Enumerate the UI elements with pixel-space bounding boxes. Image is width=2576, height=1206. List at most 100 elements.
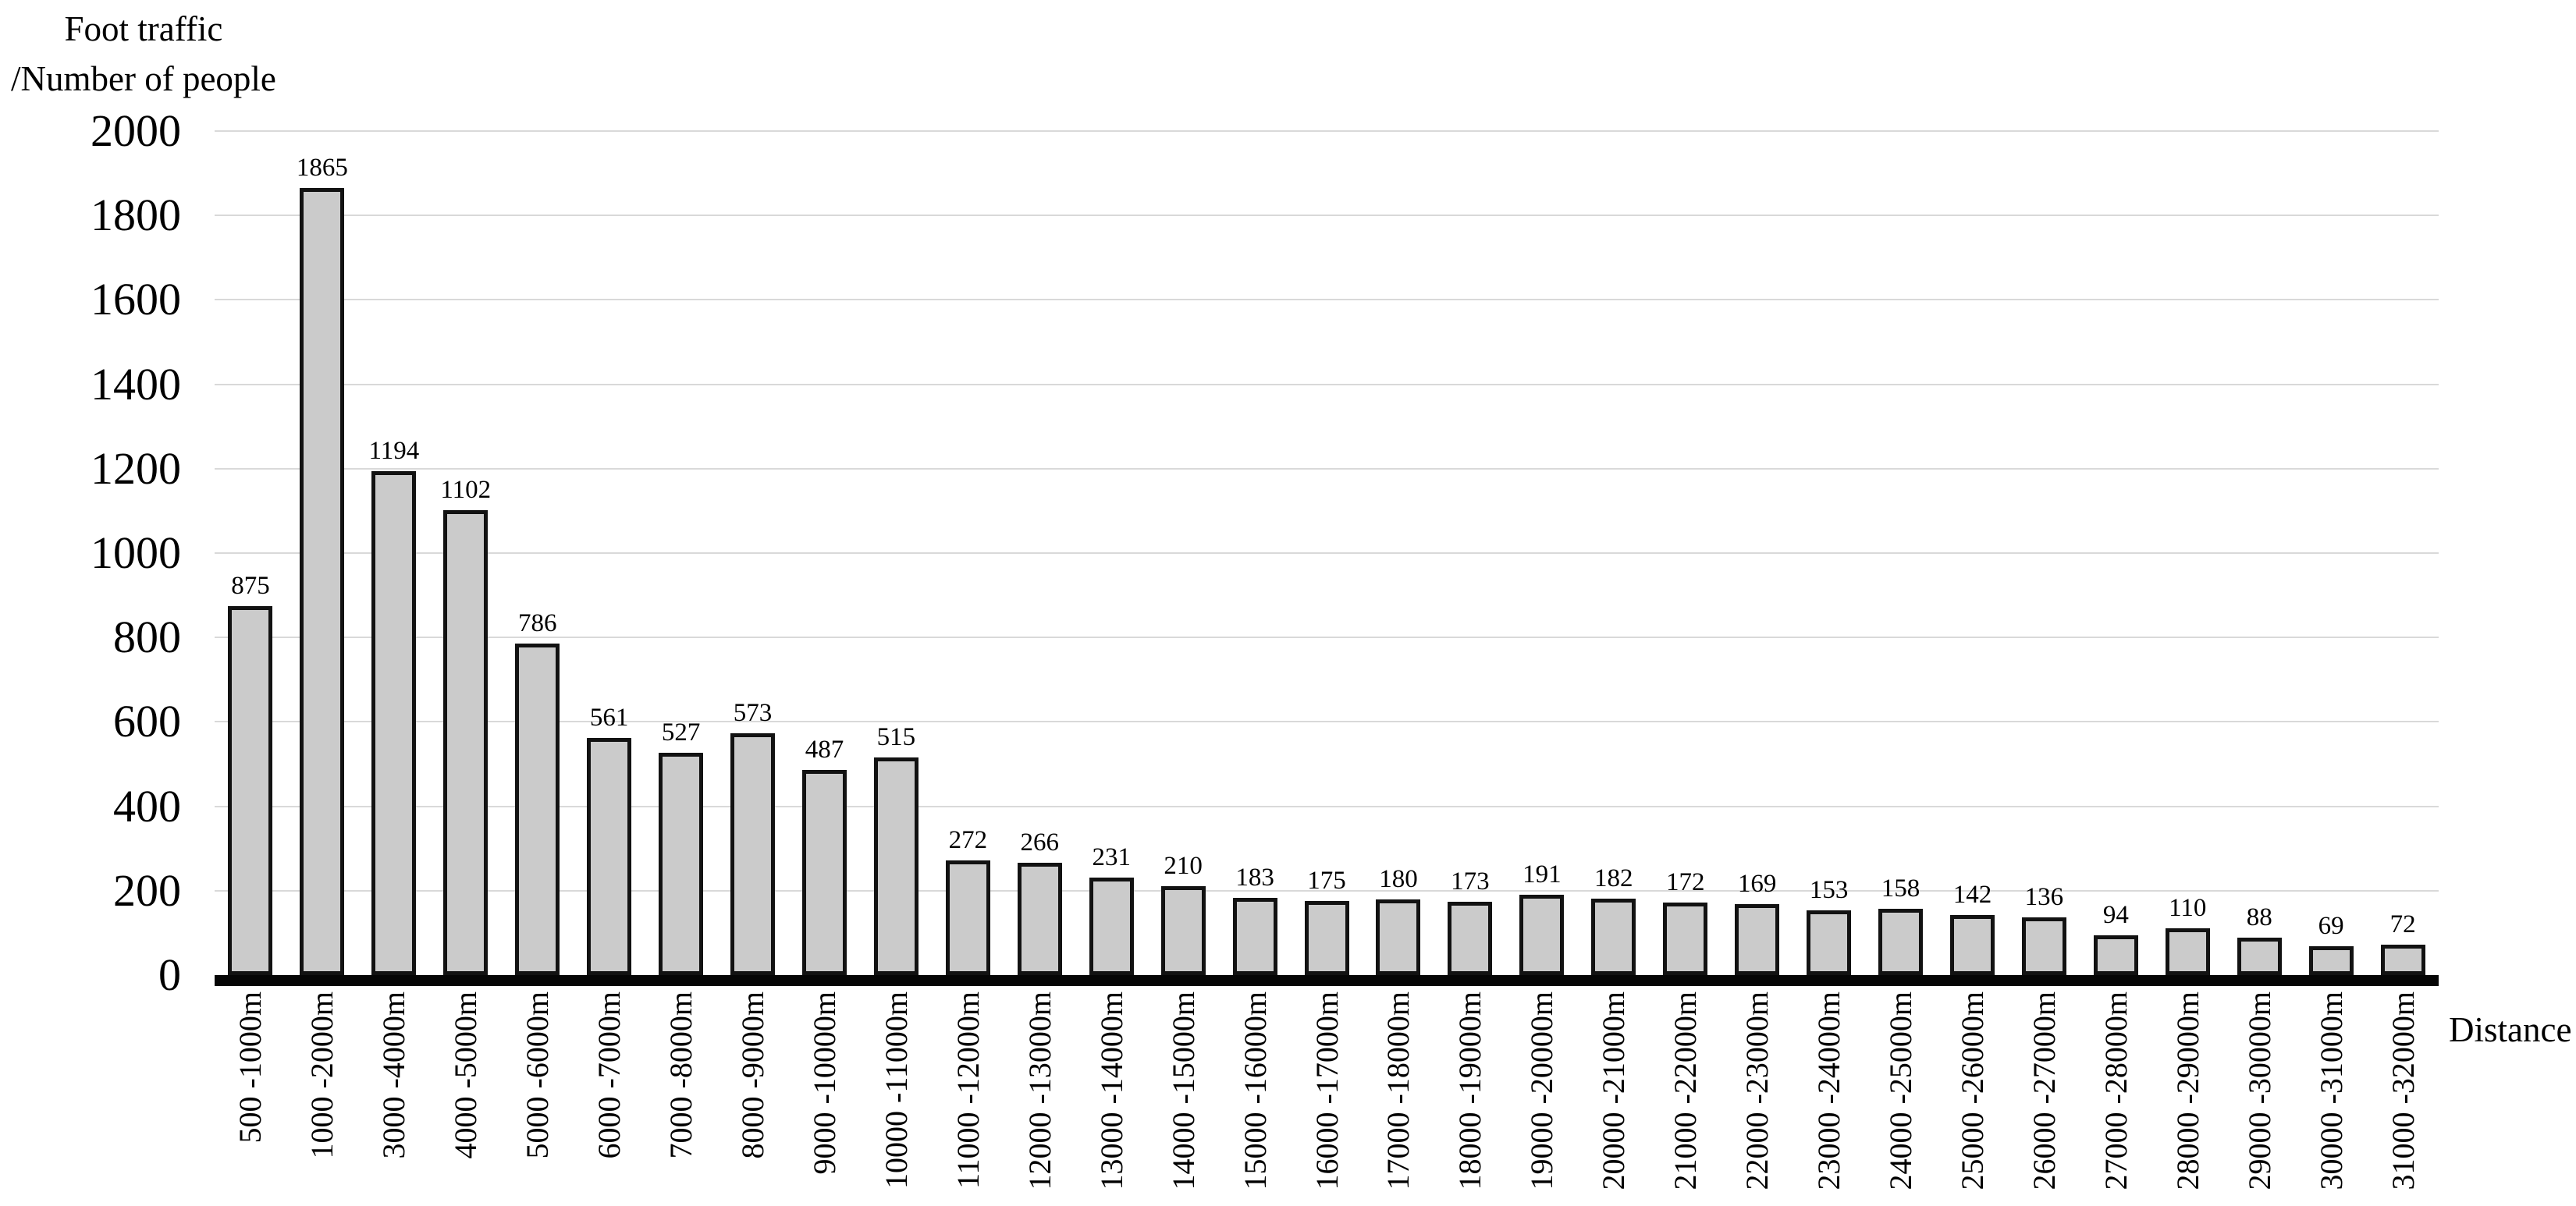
bar-value-label: 142 [1952, 881, 1992, 909]
bar-category: 266 [1004, 131, 1075, 975]
x-tick-label: 16000 -17000m [1309, 991, 1345, 1190]
bar-category: 153 [1793, 131, 1865, 975]
bar-category: 515 [860, 131, 932, 975]
y-tick-label: 800 [113, 612, 181, 663]
y-axis-title: Foot traffic /Number of people [11, 5, 276, 105]
bar-category: 72 [2367, 131, 2439, 975]
gridline [215, 552, 2439, 554]
x-tick-cell: 18000 -19000m [1434, 991, 1506, 1190]
x-tick-label: 26000 -27000m [2026, 991, 2062, 1190]
bar-value-label: 1865 [296, 154, 348, 182]
bar-value-label: 183 [1235, 864, 1274, 892]
bar-value-label: 266 [1020, 828, 1060, 857]
x-tick-cell: 10000 -11000m [860, 991, 932, 1190]
x-tick-label: 10000 -11000m [878, 991, 914, 1189]
x-tick-cell: 25000 -26000m [1937, 991, 2009, 1190]
x-tick-label: 20000 -21000m [1596, 991, 1632, 1190]
bar-category: 175 [1291, 131, 1363, 975]
bar-category: 1194 [358, 131, 430, 975]
bar-value-label: 561 [589, 704, 629, 732]
bar-value-label: 180 [1379, 865, 1418, 893]
bar-category: 110 [2151, 131, 2223, 975]
bar [1591, 899, 1636, 975]
bar-category: 88 [2223, 131, 2295, 975]
bar-value-label: 1194 [368, 437, 420, 465]
x-tick-label: 28000 -29000m [2169, 991, 2205, 1190]
x-tick-cell: 31000 -32000m [2367, 991, 2439, 1190]
y-tick-label: 2000 [91, 105, 181, 156]
x-tick-label: 4000 -5000m [448, 991, 484, 1159]
bar-category: 158 [1865, 131, 1937, 975]
bar [1304, 901, 1349, 975]
bar [1160, 886, 1206, 975]
bar [945, 860, 990, 975]
y-tick-label: 600 [113, 696, 181, 747]
bar-category: 272 [932, 131, 1004, 975]
y-tick-label: 1200 [91, 442, 181, 494]
x-tick-cell: 15000 -16000m [1219, 991, 1291, 1190]
x-tick-cell: 20000 -21000m [1578, 991, 1650, 1190]
gridline [215, 637, 2439, 639]
bar [2165, 928, 2210, 975]
x-tick-cell: 29000 -30000m [2223, 991, 2295, 1190]
bar-category: 561 [574, 131, 645, 975]
x-tick-label: 23000 -24000m [1811, 991, 1847, 1190]
bar-value-label: 158 [1881, 874, 1920, 903]
bar-value-label: 875 [231, 572, 270, 600]
x-tick-label: 12000 -13000m [1022, 991, 1057, 1190]
x-tick-label: 13000 -14000m [1093, 991, 1129, 1190]
bar-category: 173 [1434, 131, 1506, 975]
bar-value-label: 172 [1665, 868, 1705, 896]
bar [1663, 903, 1708, 975]
bar [228, 606, 273, 975]
x-tick-cell: 19000 -20000m [1506, 991, 1578, 1190]
bar [1089, 878, 1134, 975]
x-tick-cell: 17000 -18000m [1363, 991, 1434, 1190]
bar-category: 69 [2295, 131, 2367, 975]
x-tick-cell: 7000 -8000m [645, 991, 717, 1190]
y-tick-label: 0 [158, 949, 181, 1000]
bar-value-label: 110 [2169, 894, 2207, 922]
bar-category: 142 [1937, 131, 2009, 975]
x-tick-label: 25000 -26000m [1954, 991, 1990, 1190]
bar-category: 487 [789, 131, 861, 975]
gridline [215, 215, 2439, 217]
bar-category: 1102 [430, 131, 502, 975]
bar [2308, 946, 2354, 975]
x-tick-label: 8000 -9000m [735, 991, 771, 1159]
bar-category: 573 [717, 131, 789, 975]
bar-value-label: 231 [1092, 843, 1131, 871]
bar-value-label: 153 [1809, 876, 1849, 904]
bar [730, 733, 776, 975]
x-tick-cell: 30000 -31000m [2295, 991, 2367, 1190]
x-tick-label: 500 -1000m [233, 991, 268, 1144]
gridline [215, 805, 2439, 807]
x-tick-label: 27000 -28000m [2098, 991, 2134, 1190]
x-tick-cell: 16000 -17000m [1291, 991, 1363, 1190]
x-tick-cell: 1000 -2000m [286, 991, 358, 1190]
bar-category: 182 [1578, 131, 1650, 975]
bar [2021, 917, 2066, 975]
x-tick-cell: 28000 -29000m [2151, 991, 2223, 1190]
gridline [215, 721, 2439, 723]
x-tick-label: 1000 -2000m [304, 991, 340, 1159]
bar-value-label: 1102 [440, 476, 492, 504]
x-tick-cell: 27000 -28000m [2080, 991, 2151, 1190]
y-tick-label: 400 [113, 780, 181, 832]
bar [659, 753, 704, 975]
gridline [215, 467, 2439, 470]
x-tick-label: 6000 -7000m [592, 991, 627, 1159]
gridline [215, 889, 2439, 892]
x-tick-label: 21000 -22000m [1668, 991, 1704, 1190]
bar [2237, 938, 2282, 975]
bar [1448, 902, 1493, 975]
bar-category: 180 [1363, 131, 1434, 975]
x-tick-label: 31000 -32000m [2385, 991, 2421, 1190]
bar [1519, 895, 1565, 975]
bar-category: 94 [2080, 131, 2151, 975]
y-tick-label: 1800 [91, 190, 181, 241]
y-tick-label: 1000 [91, 527, 181, 578]
bar-value-label: 487 [805, 736, 844, 764]
x-tick-cell: 22000 -23000m [1721, 991, 1793, 1190]
